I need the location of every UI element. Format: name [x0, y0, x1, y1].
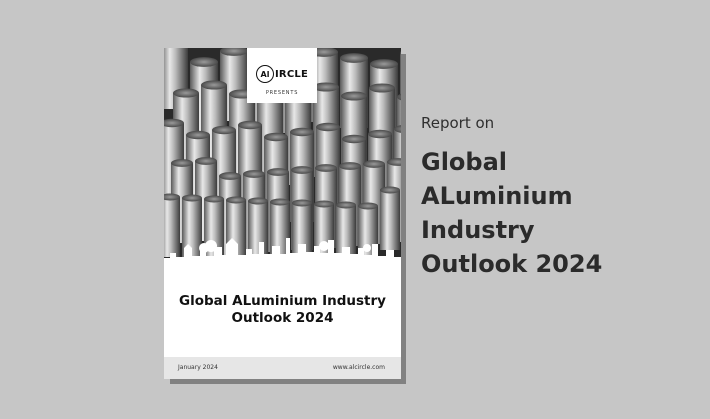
report-on-label: Report on	[421, 114, 495, 132]
report-heading: Report on Global ALuminium Industry Outl…	[421, 114, 706, 281]
logo-row: Al IRCLE	[247, 63, 317, 85]
cover-title-line-1: Global ALuminium Industry	[179, 293, 386, 309]
cover-url[interactable]: www.alcircle.com	[332, 364, 385, 371]
logo-word: IRCLE	[275, 68, 308, 80]
report-title-line-4: Outlook 2024	[421, 250, 603, 278]
report-title-line-2: ALuminium	[421, 182, 573, 210]
report-title-line-3: Industry	[421, 216, 535, 244]
cover-date: January 2024	[178, 364, 218, 371]
logo-mark: Al	[256, 65, 275, 83]
cover-title: Global ALuminium Industry Outlook 2024	[164, 293, 401, 327]
report-cover[interactable]: Al IRCLE PRESENTS Global ALuminium Indus…	[164, 48, 401, 379]
report-title: Global ALuminium Industry Outlook 2024	[421, 145, 706, 281]
cover-title-line-2: Outlook 2024	[231, 310, 334, 326]
alcircle-logo: Al IRCLE PRESENTS	[247, 48, 317, 103]
report-title-line-1: Global	[421, 148, 508, 176]
presents-label: PRESENTS	[265, 90, 299, 96]
cover-footer: January 2024 www.alcircle.com	[164, 357, 401, 379]
cover-image	[164, 48, 401, 266]
